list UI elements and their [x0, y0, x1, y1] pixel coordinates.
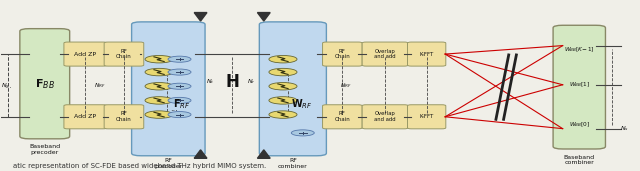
FancyBboxPatch shape: [259, 22, 326, 156]
Text: $\mathbf{W}_{RF}$: $\mathbf{W}_{RF}$: [291, 97, 312, 111]
Text: $\mathbf{F}_{BB}$: $\mathbf{F}_{BB}$: [35, 77, 54, 91]
Circle shape: [145, 111, 173, 118]
Circle shape: [145, 83, 173, 90]
Text: RF
Chain: RF Chain: [335, 49, 350, 60]
Text: RF
Chain: RF Chain: [116, 111, 132, 122]
Text: $W_{BB}[1]$: $W_{BB}[1]$: [568, 80, 590, 89]
FancyBboxPatch shape: [64, 105, 107, 129]
Text: $N_s$: $N_s$: [620, 124, 629, 133]
Text: Baseband
combiner: Baseband combiner: [564, 155, 595, 165]
Text: RF
combiner: RF combiner: [278, 158, 308, 169]
FancyBboxPatch shape: [362, 105, 408, 129]
Circle shape: [168, 69, 191, 75]
FancyBboxPatch shape: [323, 42, 362, 66]
Text: ...: ...: [4, 81, 12, 90]
FancyBboxPatch shape: [132, 22, 205, 156]
Circle shape: [269, 83, 297, 90]
FancyBboxPatch shape: [323, 105, 362, 129]
Text: $\mathbf{H}$: $\mathbf{H}$: [225, 73, 239, 91]
Polygon shape: [257, 150, 270, 158]
Polygon shape: [194, 150, 207, 158]
Circle shape: [168, 97, 191, 103]
Text: Baseband
precoder: Baseband precoder: [29, 144, 60, 155]
Circle shape: [145, 97, 173, 104]
Circle shape: [168, 56, 191, 62]
Text: $W_{BB}[K\!-\!1]$: $W_{BB}[K\!-\!1]$: [564, 45, 595, 54]
Text: Add ZP: Add ZP: [74, 114, 96, 119]
Text: $\mathbf{F}_{RF}$: $\mathbf{F}_{RF}$: [173, 97, 191, 111]
FancyBboxPatch shape: [553, 25, 605, 149]
Text: ...: ...: [170, 104, 179, 113]
Circle shape: [269, 68, 297, 76]
Text: Add ZP: Add ZP: [74, 52, 96, 57]
Circle shape: [269, 111, 297, 118]
Text: K-FFT: K-FFT: [420, 114, 434, 119]
Circle shape: [168, 111, 191, 118]
Text: $N_{RF}$: $N_{RF}$: [93, 81, 105, 90]
Text: Overlap
and add: Overlap and add: [374, 111, 396, 122]
Text: RF
Chain: RF Chain: [116, 49, 132, 60]
Text: RF
Chain: RF Chain: [335, 111, 350, 122]
FancyBboxPatch shape: [362, 42, 408, 66]
Circle shape: [269, 97, 297, 104]
Polygon shape: [257, 12, 270, 21]
Circle shape: [291, 130, 314, 136]
Circle shape: [168, 83, 191, 89]
FancyBboxPatch shape: [104, 105, 144, 129]
Text: atic representation of SC-FDE based wideband THz hybrid MIMO system.: atic representation of SC-FDE based wide…: [13, 163, 267, 169]
Polygon shape: [194, 12, 207, 21]
Text: Overlap
and add: Overlap and add: [374, 49, 396, 60]
FancyBboxPatch shape: [104, 42, 144, 66]
Text: $N_t$: $N_t$: [205, 78, 214, 87]
FancyBboxPatch shape: [408, 105, 446, 129]
Circle shape: [145, 68, 173, 76]
Circle shape: [269, 55, 297, 63]
Text: $N_r$: $N_r$: [247, 78, 256, 87]
Text: RF
precoder: RF precoder: [154, 158, 182, 169]
FancyBboxPatch shape: [408, 42, 446, 66]
Text: $N_{RF}$: $N_{RF}$: [340, 81, 351, 90]
Text: K-FFT: K-FFT: [420, 52, 434, 57]
FancyBboxPatch shape: [64, 42, 107, 66]
Text: $W_{BB}[0]$: $W_{BB}[0]$: [568, 121, 590, 129]
Circle shape: [145, 55, 173, 63]
FancyBboxPatch shape: [20, 29, 70, 139]
Text: $N_s$: $N_s$: [1, 81, 10, 90]
